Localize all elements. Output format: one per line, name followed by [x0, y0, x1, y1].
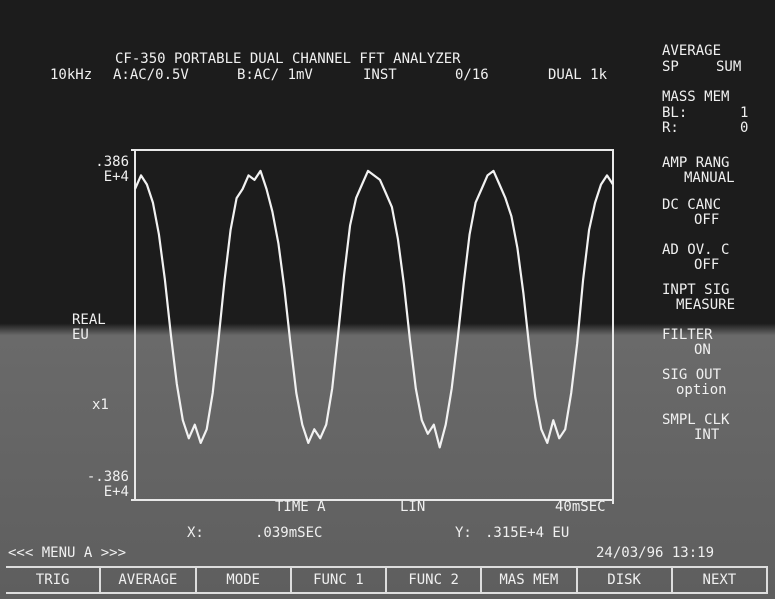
menu-item: MANUAL: [684, 171, 735, 186]
menu-item: OFF: [694, 258, 719, 273]
menu-item: SUM: [716, 60, 741, 75]
title: CF-350 PORTABLE DUAL CHANNEL FFT ANALYZE…: [115, 52, 461, 67]
menu-item: MEASURE: [676, 298, 735, 313]
softkey[interactable]: AVERAGE: [101, 568, 196, 592]
y-tick-label: -.386 E+4: [85, 470, 129, 500]
waveform: [135, 171, 613, 448]
axis-label: EU: [72, 328, 89, 343]
status: DUAL 1k: [548, 68, 607, 83]
status: 0/16: [455, 68, 489, 83]
menu-item: R:: [662, 121, 679, 136]
menu-item: INT: [694, 428, 719, 443]
y-tick-label: .386 E+4: [85, 155, 129, 185]
menu-item: ON: [694, 343, 711, 358]
menu-item: option: [676, 383, 727, 398]
menu-item: INPT SIG: [662, 283, 729, 298]
axis-label: LIN: [400, 500, 425, 515]
x-tick-label: 40mSEC: [555, 500, 606, 515]
menu-item: SMPL CLK: [662, 413, 729, 428]
plot-frame: [135, 150, 613, 500]
datetime: 24/03/96 13:19: [596, 546, 714, 561]
cursor-value: .039mSEC: [255, 526, 322, 541]
axis-label: REAL: [72, 313, 106, 328]
menu-item: AD OV. C: [662, 243, 729, 258]
analyzer-screen: CF-350 PORTABLE DUAL CHANNEL FFT ANALYZE…: [0, 0, 775, 599]
softkey[interactable]: TRIG: [6, 568, 101, 592]
cursor-label: X:: [187, 526, 204, 541]
softkey[interactable]: FUNC 1: [292, 568, 387, 592]
menu-item: FILTER: [662, 328, 713, 343]
softkey[interactable]: DISK: [578, 568, 673, 592]
menu-item: BL:: [662, 106, 687, 121]
axis-label: TIME A: [275, 500, 326, 515]
cursor-label: Y:: [455, 526, 472, 541]
status: A:AC/0.5V: [113, 68, 189, 83]
menu-item: AVERAGE: [662, 44, 721, 59]
menu-item: SP: [662, 60, 679, 75]
status: 10kHz: [50, 68, 92, 83]
softkey[interactable]: NEXT: [673, 568, 768, 592]
menu-item: DC CANC: [662, 198, 721, 213]
softkey[interactable]: FUNC 2: [387, 568, 482, 592]
menu-item: MASS MEM: [662, 90, 729, 105]
menu-title: <<< MENU A >>>: [8, 546, 126, 561]
menu-item: OFF: [694, 213, 719, 228]
softkey[interactable]: MODE: [197, 568, 292, 592]
plot: [0, 0, 775, 599]
menu-item: SIG OUT: [662, 368, 721, 383]
softkey[interactable]: MAS MEM: [482, 568, 577, 592]
status: B:AC/ 1mV: [237, 68, 313, 83]
menu-item: 0: [740, 121, 748, 136]
status: INST: [363, 68, 397, 83]
cursor-value: .315E+4 EU: [485, 526, 569, 541]
menu-item: 1: [740, 106, 748, 121]
scale-label: x1: [92, 398, 109, 413]
menu-item: AMP RANG: [662, 156, 729, 171]
